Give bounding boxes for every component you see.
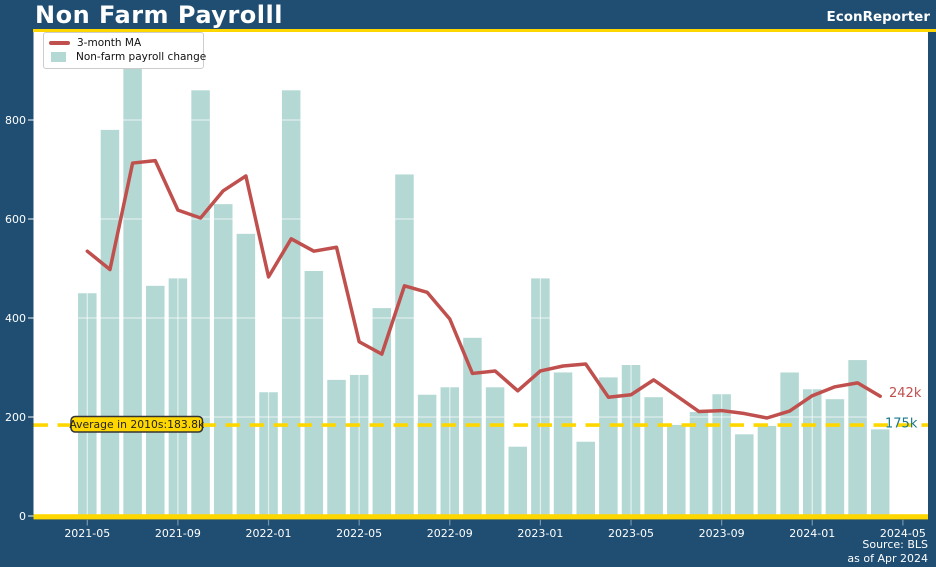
source-line: Source: BLS (862, 538, 928, 551)
bar-2022-07 (395, 174, 414, 516)
bar-2023-03 (576, 441, 595, 516)
x-tick-label: 2023-09 (699, 527, 745, 540)
page-title: Non Farm Payrolll (35, 1, 283, 29)
bar-2022-12 (508, 446, 527, 516)
ma-end-annotation: 242k (889, 386, 922, 401)
y-tick-label: 600 (5, 213, 26, 226)
y-tick-label: 400 (5, 312, 26, 325)
bar-2023-06 (644, 397, 663, 516)
asof-line: as of Apr 2024 (847, 552, 928, 565)
ma-line (85, 158, 882, 420)
x-axis-line (33, 514, 928, 520)
brand-logo-text: EconReporter (826, 9, 930, 25)
bar-2023-04 (599, 377, 618, 516)
bar-2021-12 (236, 233, 256, 516)
chart-legend: 3-month MA Non-farm payroll change (43, 32, 206, 69)
bar-2021-10 (191, 90, 210, 517)
bar-2023-08 (689, 412, 709, 516)
bar-2022-04 (327, 379, 346, 516)
bar-patch-swatch (51, 52, 66, 62)
bar-2024-02 (825, 399, 845, 516)
x-tick-label: 2021-05 (64, 527, 110, 540)
bar-2022-10 (463, 337, 482, 516)
x-tick-label: 2023-05 (608, 527, 654, 540)
bar-2022-02 (281, 90, 301, 517)
title-underline (33, 29, 936, 32)
x-tick-label: 2024-01 (789, 527, 835, 540)
bar-2022-03 (304, 270, 324, 516)
bar-2021-07 (123, 65, 142, 517)
legend-label-ma: 3-month MA (77, 37, 142, 49)
x-tick-label: 2022-09 (427, 527, 473, 540)
average-label-text: Average in 2010s:183.8k (69, 418, 205, 431)
y-tick-label: 0 (19, 510, 26, 523)
y-tick-label: 800 (5, 114, 26, 127)
legend-label-bars: Non-farm payroll change (76, 51, 207, 63)
bar-2021-11 (213, 204, 233, 516)
x-tick-label: 2022-01 (246, 527, 292, 540)
average-label-box (70, 415, 204, 433)
bar-2023-02 (553, 372, 573, 516)
bar-2022-11 (485, 387, 505, 516)
x-tick-label: 2021-09 (155, 527, 201, 540)
bar-2021-06 (100, 129, 120, 516)
bar-2024-03 (848, 360, 867, 516)
bar-2023-12 (780, 372, 799, 516)
legend-item-ma: 3-month MA (49, 36, 197, 50)
bar-2023-10 (735, 434, 754, 516)
x-tick-label: 2022-05 (336, 527, 382, 540)
last-bar-annotation: 175k (885, 417, 918, 432)
legend-item-bars: Non-farm payroll change (49, 50, 206, 64)
x-tick-label: 2024-05 (880, 527, 926, 540)
bar-2024-04 (870, 429, 890, 516)
y-tick-label: 200 (5, 411, 26, 424)
bar-2022-08 (417, 394, 437, 516)
bar-2023-07 (667, 424, 686, 516)
bar-2023-11 (757, 425, 777, 516)
source-note: Source: BLS as of Apr 2024 (847, 538, 928, 566)
bar-2022-06 (372, 308, 392, 516)
x-tick-label: 2023-01 (517, 527, 563, 540)
ma-line-swatch (49, 41, 70, 45)
bar-2021-08 (146, 285, 165, 516)
